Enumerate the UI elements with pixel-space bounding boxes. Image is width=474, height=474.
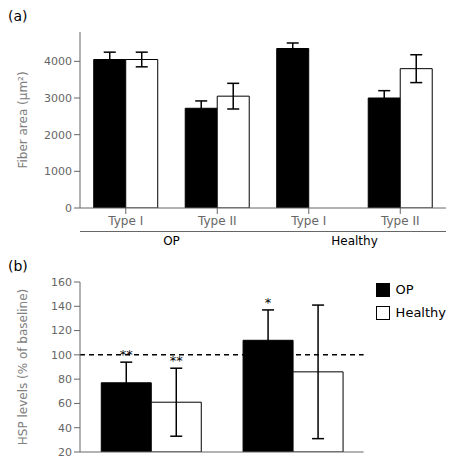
svg-text:**: ** — [120, 347, 134, 362]
svg-text:0: 0 — [65, 202, 72, 215]
html-text:OP: OP — [395, 282, 414, 297]
svg-text:Type II: Type II — [197, 214, 236, 228]
svg-text:3000: 3000 — [44, 92, 72, 105]
html-text:Healthy: Healthy — [395, 305, 446, 320]
svg-text:140: 140 — [51, 300, 72, 313]
html-text:(a): (a) — [8, 8, 28, 24]
svg-text:100: 100 — [51, 349, 72, 362]
svg-text:4000: 4000 — [44, 55, 72, 68]
svg-text:**: ** — [170, 353, 184, 368]
html-text:Healthy: Healthy — [331, 234, 378, 248]
svg-text:20: 20 — [58, 446, 72, 459]
svg-text:1000: 1000 — [44, 165, 72, 178]
svg-text:40: 40 — [58, 422, 72, 435]
svg-text:80: 80 — [58, 373, 72, 386]
svg-text:Type II: Type II — [380, 214, 419, 228]
svg-text:HSP levels (% of baseline): HSP levels (% of baseline) — [16, 289, 30, 446]
svg-text:Type I: Type I — [107, 214, 143, 228]
svg-text:160: 160 — [51, 276, 72, 289]
svg-text:Fiber area (μm²): Fiber area (μm²) — [16, 71, 30, 168]
svg-text:2000: 2000 — [44, 129, 72, 142]
html-text:(b): (b) — [8, 258, 28, 274]
html-text:OP: OP — [163, 234, 180, 248]
svg-text:Type I: Type I — [290, 214, 326, 228]
svg-text:60: 60 — [58, 397, 72, 410]
svg-text:*: * — [265, 295, 272, 310]
svg-text:120: 120 — [51, 324, 72, 337]
